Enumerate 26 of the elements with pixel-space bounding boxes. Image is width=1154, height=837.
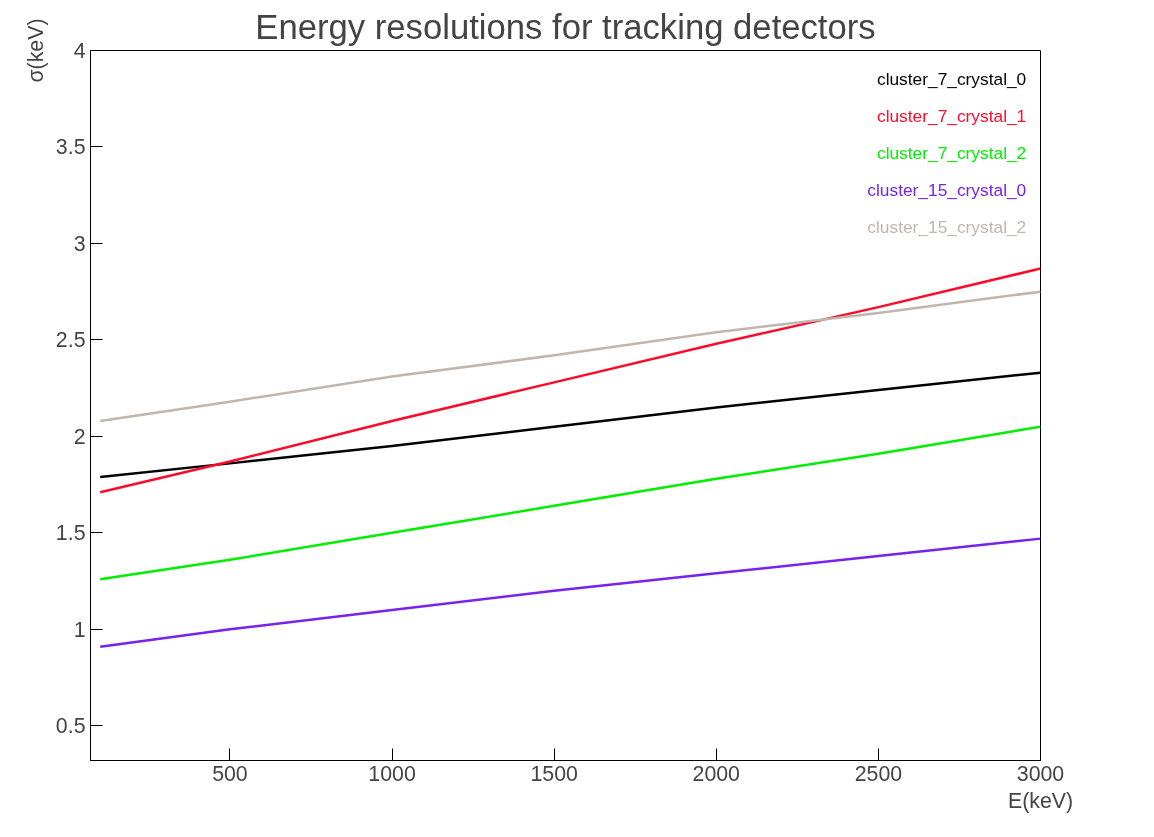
y-tick-label: 4: [73, 39, 86, 63]
line-series: [98, 425, 1041, 581]
x-tick-label: 1500: [530, 761, 579, 786]
text: cluster_15_crystal_2: [867, 216, 1027, 237]
line-series: [98, 537, 1041, 648]
y-tick-label: 1: [73, 617, 86, 642]
y-tick-label: 1.5: [55, 521, 86, 546]
y-tick-label: 3: [73, 231, 86, 256]
x-tick-label: 3000: [1016, 761, 1065, 786]
line-series: [98, 290, 1041, 423]
line-series: [98, 267, 1041, 494]
y-tick-label: 0.5: [55, 714, 86, 739]
text: cluster_7_crystal_2: [876, 142, 1027, 163]
y-axis-title: σ(keV): [23, 18, 48, 83]
text: cluster_7_crystal_0: [876, 68, 1027, 89]
x-tick-label: 1000: [368, 761, 416, 786]
y-tick-label: 3.5: [55, 135, 86, 160]
text: cluster_7_crystal_1: [876, 105, 1027, 126]
y-tick-label: 2.5: [55, 328, 86, 353]
x-tick-label: 2500: [854, 761, 903, 786]
x-tick-label: 500: [212, 761, 248, 786]
x-axis-title: E(keV): [1007, 788, 1074, 813]
text: cluster_15_crystal_0: [867, 179, 1027, 200]
y-tick-label: 2: [73, 424, 86, 449]
x-tick-label: 2000: [692, 761, 741, 786]
chart-title: Energy resolutions for tracking detectors: [255, 7, 876, 46]
